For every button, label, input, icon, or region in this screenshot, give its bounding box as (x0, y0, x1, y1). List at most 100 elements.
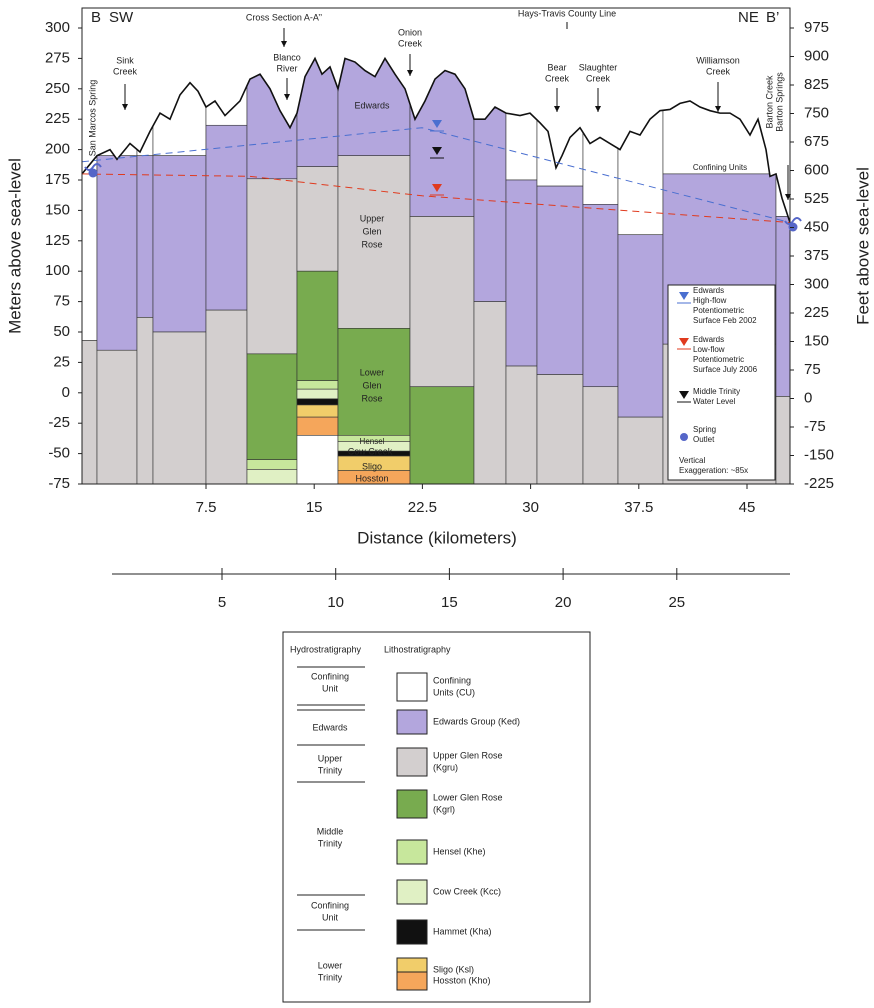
layer (537, 186, 583, 374)
layer (297, 389, 338, 399)
label: Potentiometric (693, 306, 744, 315)
label: Edwards (693, 335, 724, 344)
layer (618, 417, 663, 484)
label: Hammet (Kha) (433, 926, 492, 936)
layer (663, 4, 776, 174)
label: Hosston (Kho) (433, 975, 491, 985)
label: Sligo (Ksl) (433, 964, 474, 974)
layer (583, 4, 618, 205)
label: (Kgru) (433, 762, 458, 772)
label: Surface July 2006 (693, 365, 758, 374)
label: 10 (327, 594, 344, 611)
label: 0 (62, 384, 70, 401)
label: 45 (739, 499, 756, 516)
label: Hensel (360, 437, 385, 446)
label: 675 (804, 133, 829, 150)
label: 975 (804, 19, 829, 36)
label: Lower Glen Rose (433, 792, 503, 802)
layer (247, 354, 297, 460)
layer (97, 156, 137, 351)
label: Exaggeration: ~85x (679, 466, 748, 475)
label: Lithostratigraphy (384, 644, 451, 654)
label: Sink (116, 55, 134, 65)
label: 225 (804, 304, 829, 321)
label: Hosston (355, 473, 388, 483)
layer (506, 180, 537, 366)
label: Creek (586, 73, 611, 83)
legend-swatch (397, 972, 427, 990)
label: 20 (555, 594, 572, 611)
label: 50 (53, 323, 70, 340)
label: Distance (kilometers) (357, 528, 517, 547)
label: 175 (45, 171, 70, 188)
label: Potentiometric (693, 355, 744, 364)
label: Trinity (318, 972, 343, 982)
label: -150 (804, 446, 834, 463)
figure: 3002752502252001751501251007550250-25-50… (0, 0, 874, 1003)
legend-swatch (397, 673, 427, 701)
label: Edwards (693, 286, 724, 295)
label: Middle Trinity (693, 387, 740, 396)
label: 75 (804, 361, 821, 378)
layer (537, 375, 583, 484)
label: -225 (804, 475, 834, 492)
label: Creek (706, 66, 731, 76)
label: 300 (804, 275, 829, 292)
legend-swatch (397, 748, 427, 776)
layer (206, 4, 247, 126)
label: 275 (45, 49, 70, 66)
arrow (554, 106, 560, 112)
label: Water Level (693, 397, 736, 406)
layer (776, 396, 790, 484)
layer (153, 4, 206, 156)
label: Cow Creek (348, 446, 393, 456)
label: Unit (322, 912, 339, 922)
layer (153, 156, 206, 332)
label: 15 (441, 594, 458, 611)
label: Glen (362, 226, 381, 236)
layer (247, 179, 297, 354)
layer (618, 235, 663, 417)
label: 300 (45, 19, 70, 36)
layer (297, 435, 338, 484)
label: Blanco (273, 52, 301, 62)
label: Upper (318, 753, 343, 763)
label: Unit (322, 683, 339, 693)
label: 75 (53, 293, 70, 310)
label: 25 (53, 353, 70, 370)
label: -25 (48, 414, 70, 431)
arrow (281, 41, 287, 47)
label: 150 (804, 332, 829, 349)
label: B’ (766, 9, 779, 26)
layer (410, 387, 474, 484)
label: Outlet (693, 435, 715, 444)
label: 150 (45, 201, 70, 218)
label: -75 (804, 418, 826, 435)
label: Rose (361, 393, 382, 403)
label: 900 (804, 47, 829, 64)
label: B (91, 9, 101, 26)
label: NE (738, 9, 759, 26)
label: Confining Units (693, 163, 747, 172)
layer (247, 4, 297, 179)
label: 37.5 (624, 499, 653, 516)
label: Hays-Travis County Line (518, 8, 616, 18)
label: Sligo (362, 461, 382, 471)
label: Edwards (312, 722, 348, 732)
layer (474, 302, 506, 484)
label: San Marcos Spring (87, 80, 97, 157)
label: Cow Creek (Kcc) (433, 886, 501, 896)
label: 225 (45, 110, 70, 127)
layer (776, 216, 790, 396)
label: 250 (45, 80, 70, 97)
label: Creek (398, 38, 423, 48)
label: Hensel (Khe) (433, 846, 486, 856)
label: -50 (48, 445, 70, 462)
label: Upper (360, 213, 385, 223)
label: 7.5 (196, 499, 217, 516)
label: 525 (804, 190, 829, 207)
arrow (407, 70, 413, 76)
label: Lower (318, 960, 343, 970)
label: 25 (668, 594, 685, 611)
label: Units (CU) (433, 687, 475, 697)
